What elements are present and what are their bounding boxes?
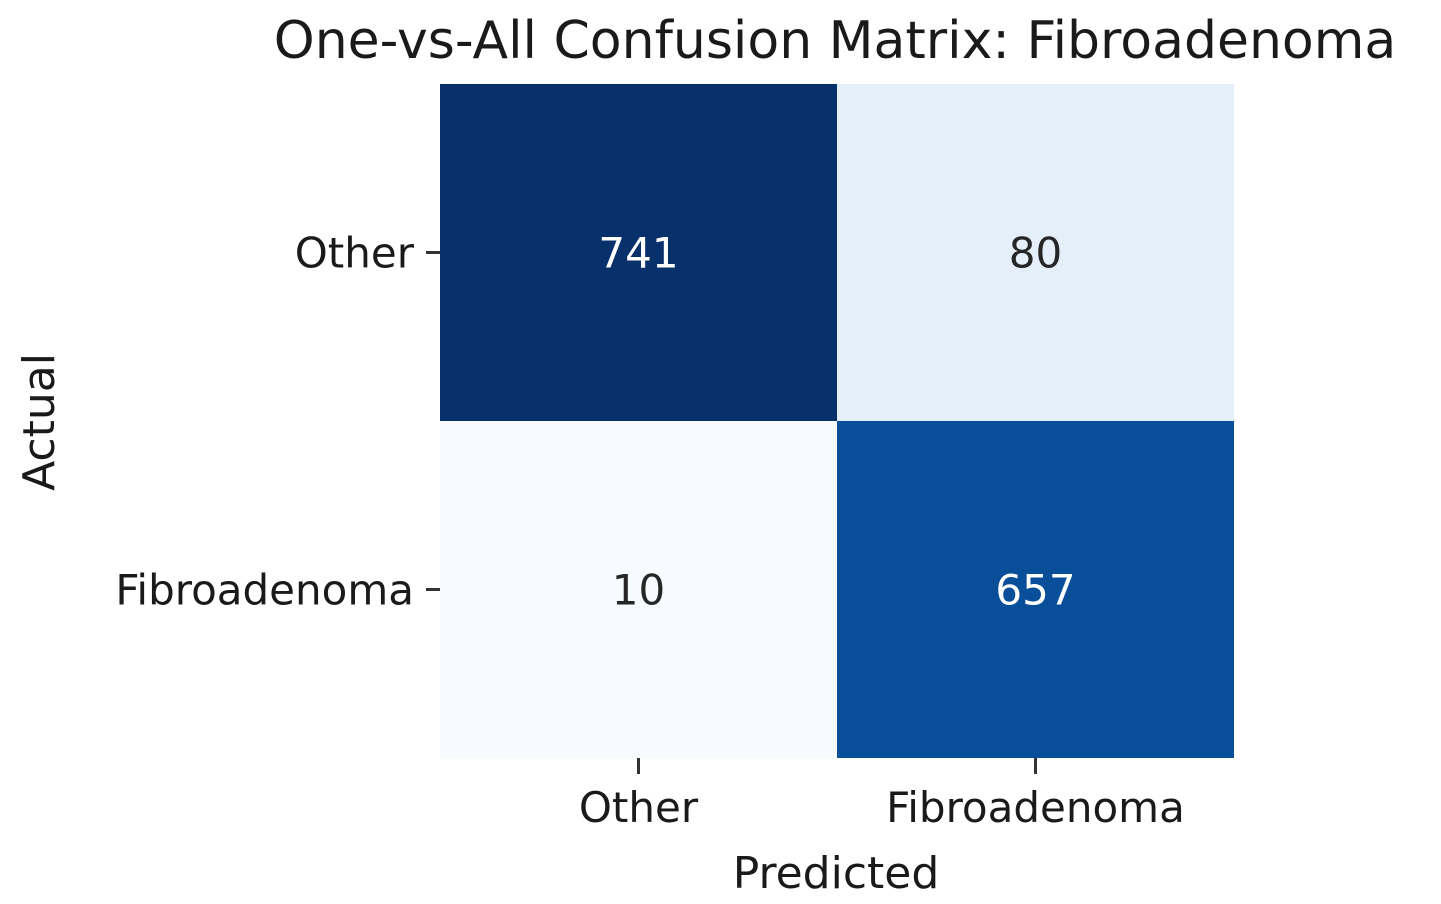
cell-value-label-1-1: 657 <box>995 566 1075 615</box>
chart-title: One-vs-All Confusion Matrix: Fibroadenom… <box>274 11 1396 71</box>
x-axis-label: Predicted <box>733 848 940 899</box>
heatmap-cell-0-0 <box>440 84 837 421</box>
y-tick-label-1: Fibroadenoma <box>115 566 414 615</box>
heatmap-cell-1-0 <box>440 421 837 758</box>
heatmap-cell-0-1 <box>837 84 1234 421</box>
axis-ticks: Other Fibroadenoma Other Fibroadenoma <box>115 229 1185 833</box>
cell-value-label-1-0: 10 <box>612 566 665 615</box>
x-tick-label-1: Fibroadenoma <box>886 783 1185 832</box>
x-tick-label-0: Other <box>579 783 699 832</box>
cell-value-label-0-0: 741 <box>598 229 678 278</box>
heatmap-cells: 741 80 10 657 <box>440 84 1234 758</box>
cell-value-label-0-1: 80 <box>1009 229 1062 278</box>
y-tick-label-0: Other <box>295 229 415 278</box>
heatmap-cell-1-1 <box>837 421 1234 758</box>
y-axis-label: Actual <box>14 353 65 491</box>
